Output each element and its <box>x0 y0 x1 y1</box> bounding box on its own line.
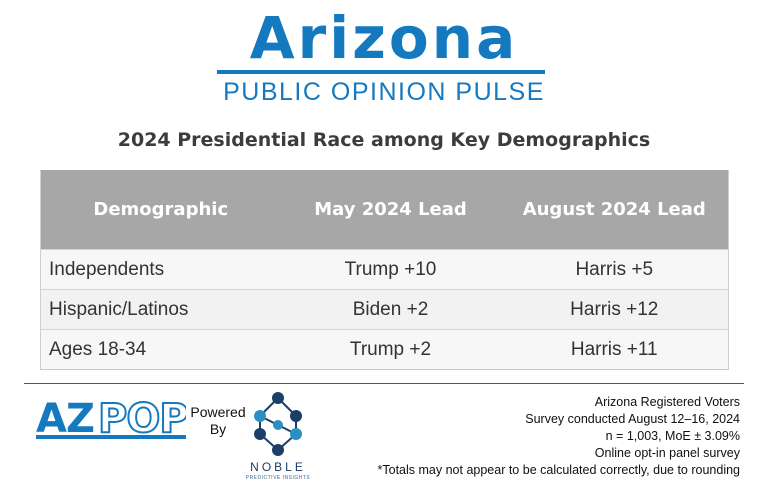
azpop-logo: AZ POP <box>36 395 186 440</box>
table-header-row: Demographic May 2024 Lead August 2024 Le… <box>40 170 729 250</box>
row-august-lead: Harris +5 <box>500 249 729 290</box>
column-header-demographic: Demographic <box>40 170 281 250</box>
note-line: n = 1,003, MoE ± 3.09% <box>605 429 740 443</box>
powered-line-1: Powered <box>190 404 246 420</box>
table-row: Ages 18-34 Trump +2 Harris +11 <box>40 329 729 370</box>
chart-title: 2024 Presidential Race among Key Demogra… <box>117 129 651 151</box>
row-may-lead: Biden +2 <box>280 289 501 330</box>
note-line: *Totals may not appear to be calculated … <box>377 463 740 477</box>
note-line: Online opt-in panel survey <box>594 446 740 460</box>
svg-text:AZ: AZ <box>36 396 94 440</box>
column-header-august: August 2024 Lead <box>500 170 729 250</box>
svg-text:POP: POP <box>98 396 186 440</box>
brand-title: Arizona <box>249 4 519 72</box>
brand-divider <box>217 70 545 74</box>
table-row: Hispanic/Latinos Biden +2 Harris +12 <box>40 289 729 330</box>
survey-notes: Arizona Registered Voters Survey conduct… <box>320 394 740 479</box>
row-category: Hispanic/Latinos <box>40 289 281 330</box>
footer-divider <box>24 383 744 384</box>
powered-line-2: By <box>209 421 227 437</box>
note-line: Arizona Registered Voters <box>594 395 740 409</box>
column-header-may: May 2024 Lead <box>280 170 501 250</box>
noble-logo-mark-icon <box>254 392 302 456</box>
noble-logo-name: NOBLE <box>250 460 306 474</box>
noble-logo-tagline: PREDICTIVE INSIGHTS <box>245 475 311 481</box>
table-row: Independents Trump +10 Harris +5 <box>40 249 729 290</box>
note-line: Survey conducted August 12–16, 2024 <box>525 412 740 426</box>
powered-by-label: Powered By <box>188 404 248 438</box>
row-category: Independents <box>40 249 281 290</box>
row-august-lead: Harris +11 <box>500 329 729 370</box>
brand-subtitle: PUBLIC OPINION PULSE <box>223 78 545 106</box>
row-august-lead: Harris +12 <box>500 289 729 330</box>
row-may-lead: Trump +10 <box>280 249 501 290</box>
row-may-lead: Trump +2 <box>280 329 501 370</box>
row-category: Ages 18-34 <box>40 329 281 370</box>
demographics-table: Demographic May 2024 Lead August 2024 Le… <box>40 170 729 370</box>
